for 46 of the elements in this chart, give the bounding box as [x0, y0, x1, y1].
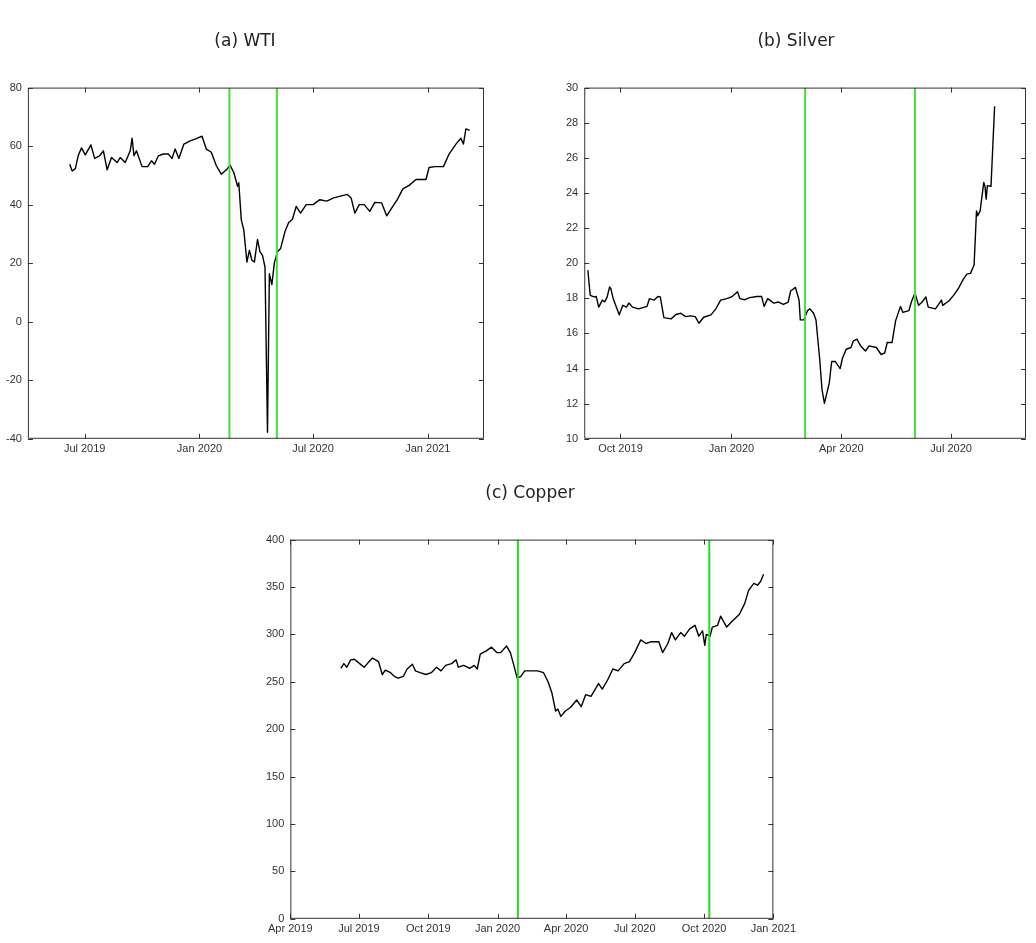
y-tick-label: 200	[265, 722, 285, 735]
y-tick-label: 60	[9, 139, 22, 152]
y-tick-label: 24	[565, 185, 579, 198]
y-tick-label: 50	[272, 864, 285, 877]
y-tick-label: 0	[278, 911, 285, 924]
x-tick-label: Jan 2020	[474, 922, 521, 935]
y-tick-label: 400	[265, 532, 285, 545]
x-tick-label: Jul 2019	[63, 442, 106, 455]
x-tick-label: Apr 2020	[543, 922, 589, 935]
y-tick-label: 150	[265, 769, 285, 782]
x-tick-label: Apr 2020	[819, 442, 864, 455]
y-tick-label: 30	[565, 80, 579, 93]
x-tick-label: Jul 2020	[292, 442, 334, 455]
y-tick-label: 10	[565, 431, 579, 444]
x-tick-label: Jan 2020	[708, 442, 755, 455]
y-tick-label: 350	[265, 580, 285, 593]
chart-title: (b) Silver	[756, 30, 836, 50]
y-tick-label: 26	[565, 150, 579, 163]
chart-title: (a) WTI	[213, 30, 277, 50]
y-tick-label: 0	[15, 314, 22, 327]
y-tick-label: 18	[565, 291, 579, 304]
y-tick-label: 20	[9, 256, 22, 269]
x-tick-label: Oct 2020	[681, 922, 727, 935]
y-tick-label: 28	[565, 115, 579, 128]
y-tick-label: -40	[5, 431, 22, 444]
x-tick-label: Jan 2020	[176, 442, 223, 455]
y-tick-label: 100	[265, 817, 285, 830]
x-tick-label: Oct 2019	[598, 442, 643, 455]
y-tick-label: 12	[565, 396, 579, 409]
y-tick-label: 20	[565, 256, 579, 269]
chart-title: (c) Copper	[484, 482, 576, 502]
y-tick-label: -20	[5, 373, 22, 386]
x-tick-label: Jan 2021	[750, 922, 796, 935]
y-tick-label: 250	[265, 674, 285, 687]
y-tick-label: 22	[565, 221, 579, 234]
x-tick-label: Jul 2019	[338, 922, 380, 935]
x-tick-label: Apr 2019	[268, 922, 313, 935]
y-tick-label: 14	[565, 361, 579, 374]
x-tick-label: Oct 2019	[405, 922, 451, 935]
x-tick-label: Jan 2021	[405, 442, 451, 455]
x-tick-label: Jul 2020	[613, 922, 656, 935]
x-tick-label: Jul 2020	[930, 442, 972, 455]
y-tick-label: 80	[9, 80, 22, 93]
y-tick-label: 300	[265, 627, 285, 640]
y-tick-label: 16	[565, 326, 579, 339]
y-tick-label: 40	[9, 197, 22, 210]
